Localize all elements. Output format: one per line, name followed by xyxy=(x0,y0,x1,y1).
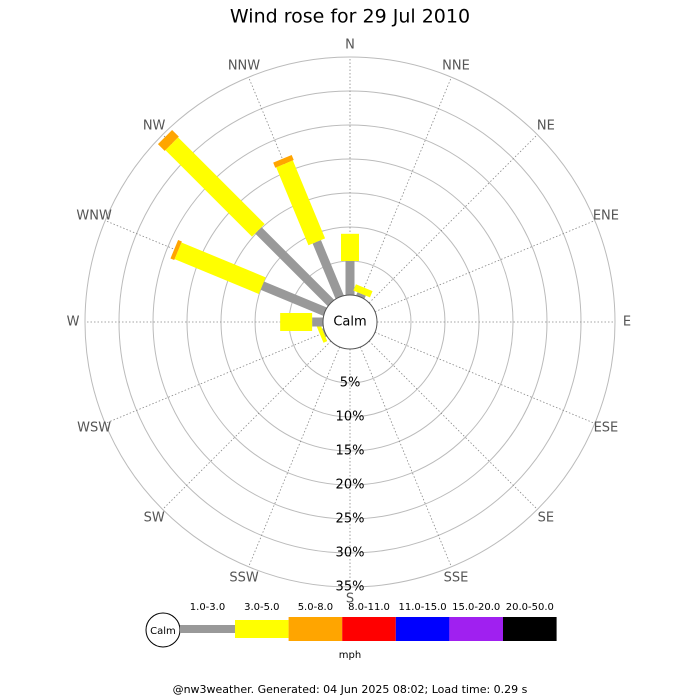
ring-label: 35% xyxy=(336,580,365,595)
direction-label: NNE xyxy=(442,59,470,74)
legend-label: 15.0-20.0 xyxy=(452,602,500,613)
spoke xyxy=(368,340,538,510)
direction-label: ENE xyxy=(593,208,619,223)
direction-label: NNW xyxy=(228,59,260,74)
spoke xyxy=(374,331,595,424)
direction-label: WSW xyxy=(77,421,111,436)
legend-unit: mph xyxy=(339,650,361,661)
bar-segment xyxy=(157,129,179,151)
ring xyxy=(186,158,514,486)
bar-segment xyxy=(312,240,344,299)
ring-label: 30% xyxy=(336,546,365,561)
direction-label: SSW xyxy=(229,570,259,585)
direction-label: SW xyxy=(144,510,165,525)
direction-label: SE xyxy=(538,510,554,525)
ring-label: 5% xyxy=(340,376,361,391)
legend-label: 5.0-8.0 xyxy=(298,602,333,613)
legend-label: 8.0-11.0 xyxy=(348,602,390,613)
legend-label: 3.0-5.0 xyxy=(244,602,279,613)
footer: @nw3weather. Generated: 04 Jun 2025 08:0… xyxy=(173,683,528,696)
bar-segment xyxy=(260,281,327,316)
spoke xyxy=(162,340,332,510)
direction-label: W xyxy=(67,315,80,330)
ring-label: 15% xyxy=(336,444,365,459)
legend-swatch xyxy=(395,617,450,641)
bar-segment xyxy=(255,227,335,307)
direction-label: S xyxy=(346,592,354,607)
legend-swatch xyxy=(342,617,396,641)
bar-segment xyxy=(312,317,323,327)
ring xyxy=(84,56,616,588)
spoke xyxy=(105,331,326,424)
legend-swatch xyxy=(288,617,343,641)
bar-segment xyxy=(345,261,355,295)
bar-segment xyxy=(356,292,366,299)
direction-label: N xyxy=(345,38,355,53)
bar-segment xyxy=(273,155,294,168)
bar-segment xyxy=(316,324,328,343)
bar-segment xyxy=(174,242,266,294)
spoke xyxy=(368,134,538,304)
bar-segment xyxy=(170,239,182,261)
legend-swatch xyxy=(449,617,503,641)
bar-segment xyxy=(276,160,326,246)
ring-label: 20% xyxy=(336,478,365,493)
legend-calm-label: Calm xyxy=(150,626,176,637)
spoke xyxy=(374,220,595,313)
legend-swatch xyxy=(235,620,289,638)
direction-label: E xyxy=(623,315,631,330)
direction-label: NW xyxy=(143,119,166,134)
ring-label: 10% xyxy=(336,410,365,425)
bar-segment xyxy=(280,313,313,331)
legend-swatch xyxy=(503,617,557,641)
direction-label: WNW xyxy=(76,208,112,223)
bar-segment xyxy=(322,328,327,338)
legend-label: 20.0-50.0 xyxy=(506,602,554,613)
ring xyxy=(152,124,548,520)
bar-segment xyxy=(341,233,359,261)
direction-label: SSE xyxy=(444,570,469,585)
bar-segment xyxy=(165,137,265,237)
chart-title: Wind rose for 29 Jul 2010 xyxy=(230,6,470,28)
calm-label: Calm xyxy=(333,315,366,330)
legend-swatch xyxy=(180,625,235,633)
calm-circle xyxy=(322,294,378,350)
direction-label: ESE xyxy=(594,421,619,436)
direction-label: NE xyxy=(537,119,555,134)
legend-label: 1.0-3.0 xyxy=(190,602,225,613)
spoke xyxy=(359,346,452,567)
ring-label: 25% xyxy=(336,512,365,527)
legend-label: 11.0-15.0 xyxy=(399,602,447,613)
spoke xyxy=(248,346,341,567)
bar-segment xyxy=(353,284,373,298)
spoke xyxy=(359,77,452,298)
